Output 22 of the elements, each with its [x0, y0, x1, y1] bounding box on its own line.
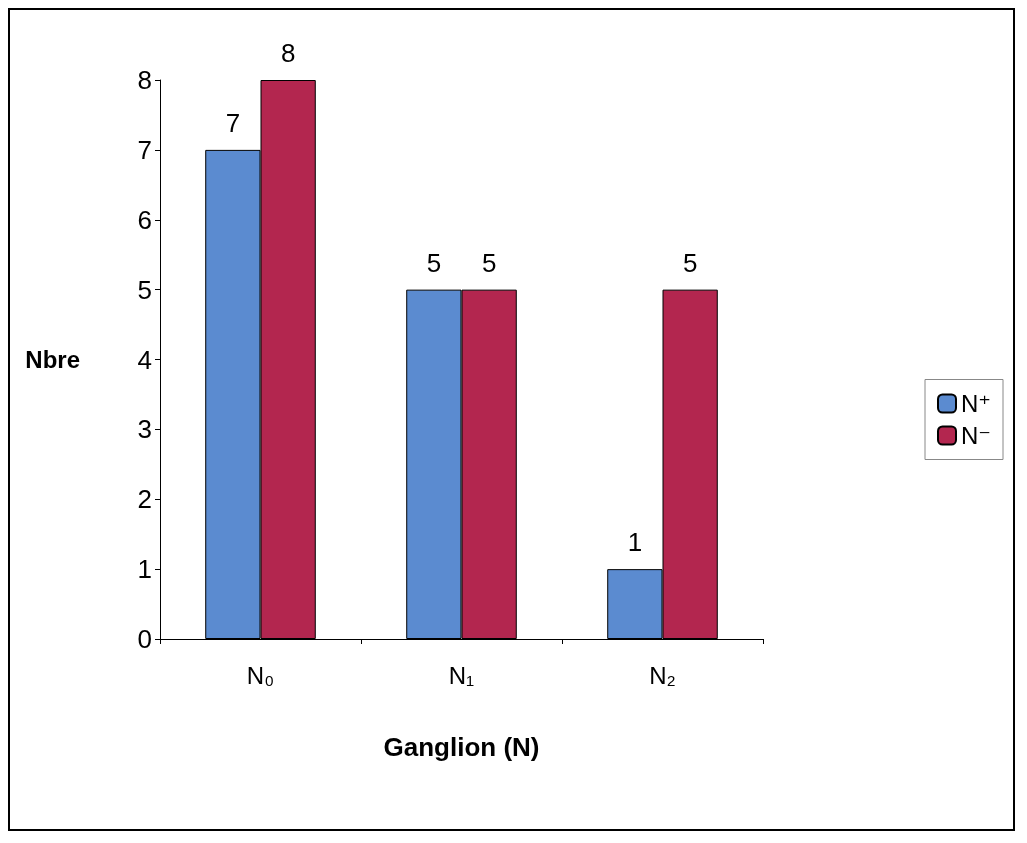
x-tick-label: N₁: [448, 661, 475, 689]
data-label: 8: [280, 38, 296, 68]
data-label: 7: [225, 107, 241, 138]
y-tick-label: 8: [137, 65, 152, 95]
data-label: 5: [682, 247, 698, 278]
y-tick-label: 2: [137, 484, 152, 515]
y-tick-label: 5: [137, 274, 152, 305]
legend-label: N⁺: [961, 390, 991, 417]
x-tick-label: N₀: [246, 661, 275, 689]
y-tick-label: 7: [137, 134, 152, 165]
x-tick-label: N₂: [649, 661, 676, 689]
legend-label: N⁻: [961, 422, 991, 449]
y-axis-title: Nbre: [25, 346, 80, 373]
y-tick-label: 4: [137, 344, 152, 375]
y-tick-label: 1: [137, 554, 152, 585]
y-tick-label: 6: [137, 204, 152, 235]
data-label: 5: [426, 247, 442, 278]
x-axis-title: Ganglion (N): [383, 732, 540, 762]
y-tick-label: 3: [137, 414, 152, 445]
data-label: 1: [627, 527, 643, 558]
data-label: 5: [481, 247, 497, 278]
y-tick-label: 0: [137, 624, 152, 654]
